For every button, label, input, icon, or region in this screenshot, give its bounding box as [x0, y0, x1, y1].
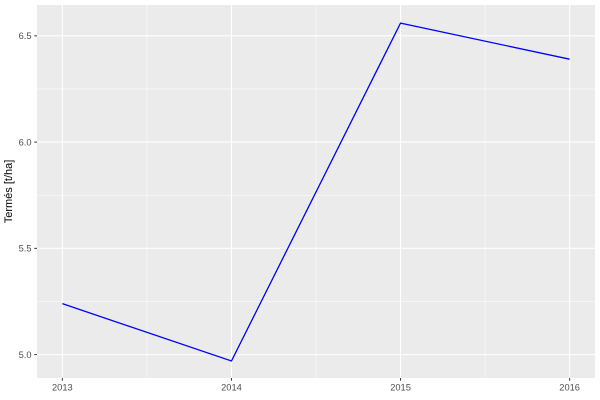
y-tick-label: 6.0 [19, 137, 32, 147]
x-tick-label: 2013 [52, 383, 73, 393]
y-axis-title: Termés [t/ha] [3, 160, 15, 224]
y-tick-label: 5.0 [19, 350, 32, 360]
y-tick-label: 5.5 [19, 244, 32, 254]
x-tick-label: 2014 [221, 383, 242, 393]
data-line-termes [62, 22, 570, 362]
x-tick-label: 2016 [559, 383, 580, 393]
y-tick-label: 6.5 [19, 31, 32, 41]
x-tick-label: 2015 [390, 383, 411, 393]
